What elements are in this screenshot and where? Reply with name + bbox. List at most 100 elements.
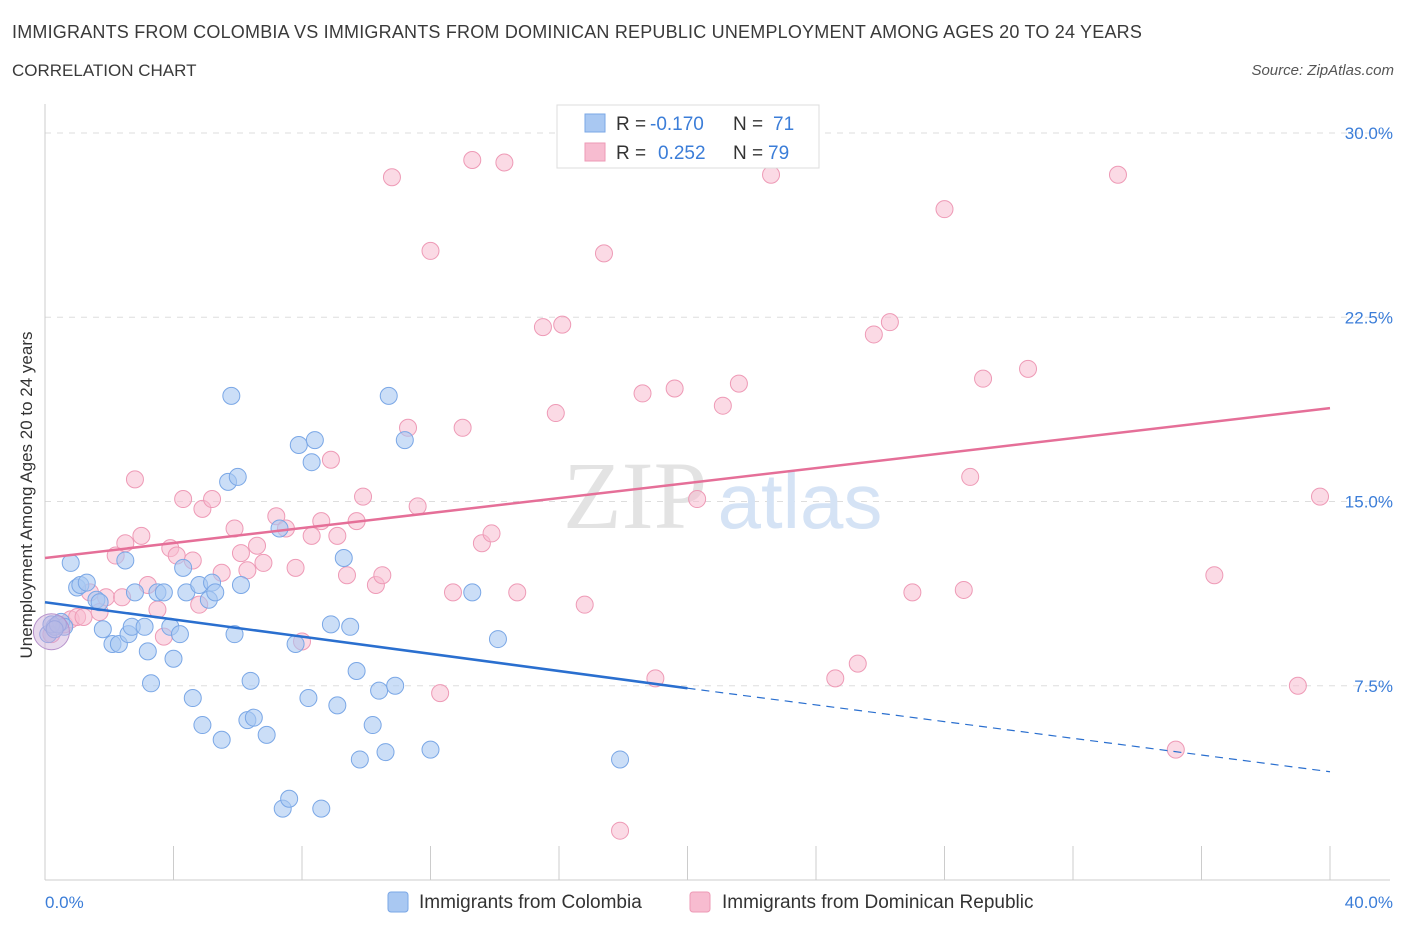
dominican-point [408,497,427,516]
colombia-point [386,676,405,695]
colombia-point [347,662,366,681]
colombia-point [77,573,96,592]
colombia-point [241,671,260,690]
y-axis-title: Unemployment Among Ages 20 to 24 years [17,332,36,659]
legend-n-label-dominican: N = [733,143,763,164]
colombia-point [45,620,64,639]
dominican-point [132,526,151,545]
colombia-point [244,708,263,727]
dominican-point [254,553,273,572]
dominican-point [203,490,222,509]
series-colombia-points [32,386,630,818]
colombia-point [341,617,360,636]
dominican-point [688,490,707,509]
colombia-point [270,519,289,538]
colombia-point [395,431,414,450]
colombia-point [363,716,382,735]
dominican-point [354,487,373,506]
dominican-point [575,595,594,614]
dominican-point [125,470,144,489]
dominican-point [495,153,514,172]
colombia-point [302,453,321,472]
colombia-point [154,583,173,602]
chart-title: IMMIGRANTS FROM COLOMBIA VS IMMIGRANTS F… [12,22,1143,42]
dominican-point [848,654,867,673]
dominican-point [1166,740,1185,759]
x-tick-label-0: 0.0% [45,893,84,912]
legend-n-label-colombia: N = [733,114,763,135]
colombia-point [206,583,225,602]
colombia-point [225,625,244,644]
dominican-point [864,325,883,344]
dominican-point [74,607,93,626]
dominican-point [421,241,440,260]
dominican-point [553,315,572,334]
y-tick-label-1: 15.0% [1345,493,1393,512]
colombia-point [328,696,347,715]
colombia-point [379,386,398,405]
colombia-point [421,740,440,759]
bottom-legend-label-colombia: Immigrants from Colombia [419,892,642,913]
colombia-point [164,649,183,668]
colombia-point [170,625,189,644]
bottom-legend-swatch-colombia [387,891,409,913]
dominican-point [482,524,501,543]
bottom-legend: Immigrants from Colombia Immigrants from… [387,891,1034,913]
watermark: ZIP atlas [563,442,882,549]
colombia-trend-extension [687,687,1331,773]
x-tick-label-1: 40.0% [1345,893,1393,912]
colombia-point [61,553,80,572]
colombia-point [93,620,112,639]
colombia-point [125,583,144,602]
dominican-point [961,467,980,486]
dominican-point [1288,676,1307,695]
colombia-point [350,750,369,769]
x-tick-labels: 0.0% 40.0% [45,893,1393,912]
legend-r-value-colombia: -0.170 [650,114,704,135]
dominican-point [713,396,732,415]
legend-r-label-colombia: R = [616,114,646,135]
dominican-point [337,566,356,585]
stats-legend: R = -0.170 N = 71 R = 0.252 N = 79 [556,104,820,169]
dominican-point [880,313,899,332]
dominican-point [1019,359,1038,378]
colombia-point [286,634,305,653]
colombia-point [370,681,389,700]
dominican-point [382,168,401,187]
colombia-point [138,642,157,661]
colombia-point [376,743,395,762]
dominican-point [328,526,347,545]
chart-subtitle: CORRELATION CHART [12,61,197,80]
dominican-point [463,151,482,170]
legend-n-value-dominican: 79 [768,143,789,164]
dominican-point [321,450,340,469]
y-tick-label-2: 22.5% [1345,308,1393,327]
dominican-point [903,583,922,602]
colombia-point [231,576,250,595]
dominican-point [633,384,652,403]
colombia-point [488,630,507,649]
colombia-point [321,615,340,634]
dominican-point [935,200,954,219]
bottom-legend-label-dominican: Immigrants from Dominican Republic [722,892,1034,913]
cluster-point [32,613,70,651]
y-tick-label-0: 7.5% [1354,677,1393,696]
colombia-point [257,725,276,744]
dominican-point [373,566,392,585]
colombia-point [222,386,241,405]
legend-r-label-dominican: R = [616,143,646,164]
bottom-legend-swatch-dominican [689,891,711,913]
dominican-point [443,583,462,602]
dominican-point [286,558,305,577]
legend-swatch-colombia [584,113,606,133]
legend-swatch-dominican [584,142,606,162]
legend-r-value-dominican: 0.252 [658,143,706,164]
source-label: Source: ZipAtlas.com [1251,62,1394,79]
dominican-point [665,379,684,398]
dominican-point [1108,165,1127,184]
colombia-trend-line [44,600,688,690]
dominican-point [762,165,781,184]
dominican-point [729,374,748,393]
colombia-point [228,467,247,486]
